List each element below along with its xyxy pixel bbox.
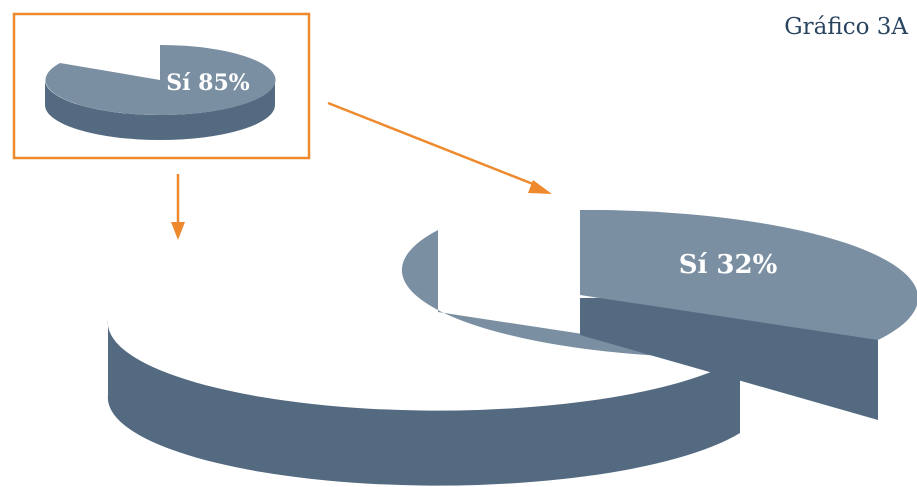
main-slice-label-si: Sí 32% <box>679 250 778 280</box>
main-slice-label-no: No 68% <box>274 314 385 344</box>
main-slice-no-side <box>107 320 741 486</box>
arrow-down-head <box>171 222 185 240</box>
inset-slice-label-si: Sí 85% <box>166 70 250 96</box>
inset-pie-side <box>45 80 275 140</box>
main-slice-si-top <box>580 209 917 340</box>
arrow-down <box>171 174 185 240</box>
main-pie-slice-si: Sí 32% <box>580 209 917 420</box>
inset-slice-si-top <box>45 44 276 115</box>
inset-frame <box>12 12 311 160</box>
arrow-right-head <box>528 180 552 194</box>
chart-title: Gráfico 3A <box>784 14 908 40</box>
arrow-right-shaft <box>327 101 539 188</box>
main-slice-no-top <box>401 230 740 359</box>
main-pie-slice-no: No 68% <box>107 230 741 486</box>
inset-pie: Sí 85% <box>45 44 276 140</box>
arrow-right <box>327 101 552 194</box>
